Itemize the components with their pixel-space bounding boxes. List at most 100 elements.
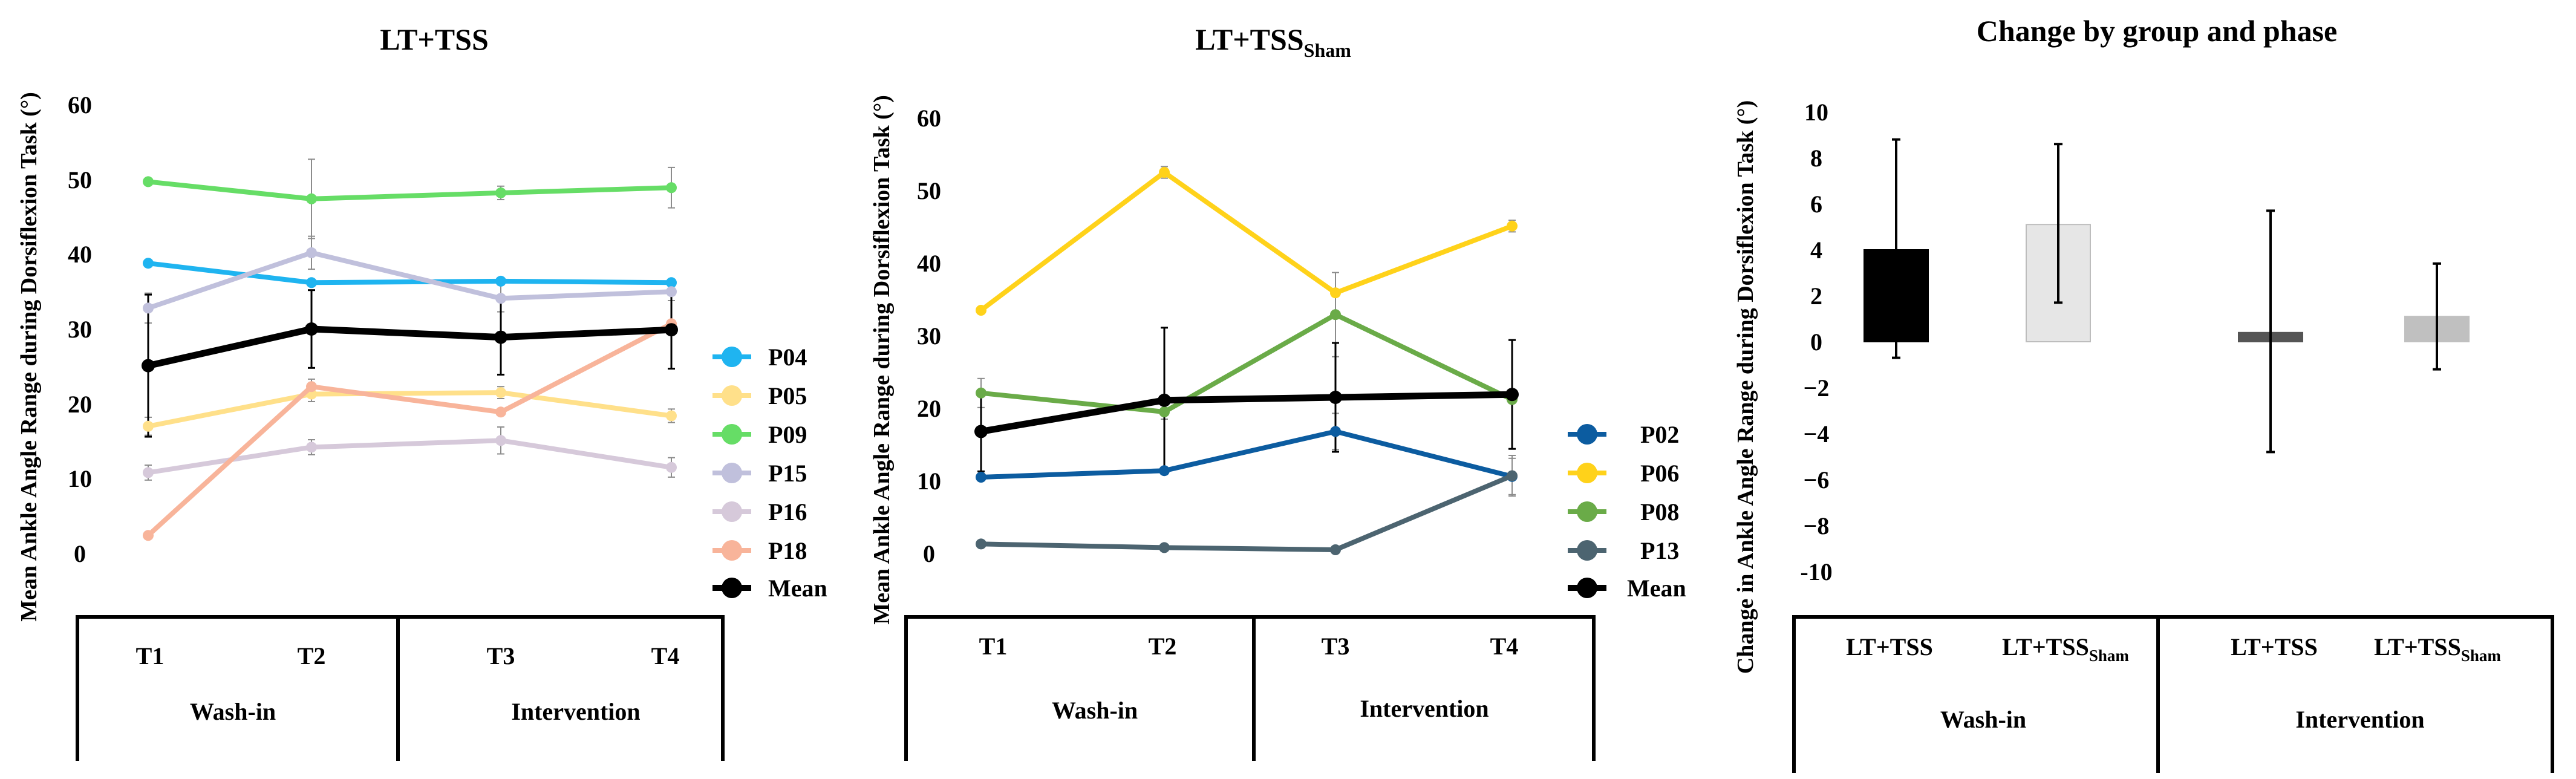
panel1-group-label: Intervention [511,698,640,725]
series-line-p06 [979,170,1513,313]
panel2-x-tick-label: T2 [1149,633,1177,660]
panel2-y-tick-label: 30 [917,322,941,350]
panel3-y-axis-label: Change in Ankle Angle Range during Dorsi… [1733,100,1758,674]
panel3-bars [1864,138,2470,454]
panel3-y-tick-label: 0 [1810,328,1822,356]
data-point-p02 [1159,465,1170,477]
data-point-p18 [143,530,154,541]
panel3-x-tick-sub: Sham [2461,647,2502,665]
legend-label-p02: P02 [1640,421,1679,448]
panel1-y-tick-label: 60 [68,91,92,119]
series-line-p09 [148,179,672,201]
data-point-p18 [495,406,506,418]
data-point-p16 [306,442,317,453]
panel2-y-tick-label: 0 [923,540,935,567]
data-point-p04 [143,258,154,269]
data-point-p15 [143,302,154,314]
legend-entry-p02: P02 [1568,421,1679,448]
panel3-x-tick-label: LT+TSSSham [2374,633,2501,665]
panel2-x-tick-label: T4 [1490,633,1519,660]
panel2-y-axis-label: Mean Ankle Angle Range during Dorsiflexi… [869,95,895,625]
data-point-p05 [495,387,506,399]
legend-entry-p16: P16 [712,498,807,526]
legend-entry-p04: P04 [712,344,807,371]
data-point-p08 [1330,309,1341,321]
panel1-y-tick-label: 20 [68,391,92,418]
panel3-y-tick-label: -10 [1800,558,1832,585]
panel3-x-tick-main: LT+TSS [1846,633,1933,660]
panel3-x-tick-main: LT+TSS [2002,633,2089,660]
panel1-x-tick-label: T4 [651,642,680,670]
data-point-p09 [666,182,677,194]
data-point-mean [1505,388,1519,402]
data-point-p06 [976,305,986,316]
legend-label-p13: P13 [1640,537,1679,564]
panel2-series-lines [974,167,1519,555]
panel3-x-tick-sub: Sham [2089,647,2130,665]
series-line-p15 [147,250,672,311]
series-line-p18 [146,321,673,538]
legend-label-mean2: Mean [1627,575,1686,602]
legend-label-p15: P15 [768,460,807,487]
series-line-p13 [980,473,1513,552]
data-point-p15 [666,286,677,298]
panel1-group-label: Wash-in [190,698,276,725]
panel3-y-tick-label: −2 [1804,374,1830,402]
data-point-p06 [1330,287,1341,299]
data-point-mean [665,323,678,337]
panel1-x-tick-label: T3 [487,642,515,670]
panel2-group-label: Intervention [1360,695,1489,722]
panel1-y-tick-label: 0 [74,540,86,567]
series-line-mean [980,391,1513,435]
panel2-y-tick-label: 20 [917,395,941,422]
panel3-x-tick-main: LT+TSS [2231,633,2318,660]
legend-label-p05: P05 [768,382,807,409]
data-point-p13 [1507,470,1518,481]
data-point-p13 [976,538,986,550]
panel-change-by-group: Change by group and phase Change in Ankl… [1733,14,2554,773]
panel2-group-label: Wash-in [1052,697,1138,724]
legend-entry-p06: P06 [1568,460,1679,487]
panel3-x-tick-label: LT+TSS [2231,633,2318,660]
panel2-y-tick-label: 50 [917,177,941,204]
panel3-y-tick-label: 8 [1810,145,1822,172]
legend-label-p09: P09 [768,421,807,448]
legend-entry-mean: Mean [712,575,827,602]
panel1-x-tick-label: T2 [298,642,326,670]
panel-lt-tss: LT+TSS Mean Ankle Angle Range during Dor… [16,22,827,761]
data-point-p04 [666,277,677,288]
legend-label-p16: P16 [768,498,807,526]
panel3-group-label: Wash-in [1940,706,2026,733]
panel1-title: LT+TSS [380,22,489,56]
panel2-y-tick-labels: 0 10 20 30 40 50 60 [917,105,941,567]
data-point-p13 [1330,544,1341,555]
data-point-p09 [495,187,506,198]
series-line-p04 [148,261,672,285]
panel3-y-tick-label: 4 [1810,236,1822,264]
panel2-y-tick-label: 10 [917,468,941,495]
panel3-y-tick-label: 2 [1810,282,1822,310]
data-point-p09 [143,176,154,187]
data-point-mean [974,425,988,438]
data-point-p05 [666,410,677,422]
panel1-category-box: T1 T2 T3 T4 Wash-in Intervention [76,615,725,761]
panel2-legend: P02 P06 P08 P13 Mean [1568,421,1686,602]
data-point-p08 [976,387,986,399]
panel1-y-tick-label: 50 [68,166,92,194]
panel3-y-tick-label: 6 [1810,191,1822,218]
panel1-y-tick-label: 10 [68,465,92,492]
panel3-y-tick-label: 10 [1804,99,1828,126]
data-point-mean [142,359,155,373]
legend-label-p18: P18 [768,537,807,564]
series-line-p02 [980,429,1513,480]
data-point-p15 [495,293,506,304]
series-line-mean [147,325,672,369]
panel3-group-label: Intervention [2295,706,2424,733]
legend-label-p04: P04 [768,344,807,371]
legend-entry-p13: P13 [1568,537,1679,564]
data-point-p15 [306,247,317,258]
data-point-p04 [495,275,506,287]
data-point-mean [1329,391,1342,404]
panel3-title: Change by group and phase [1977,14,2338,48]
legend-entry-mean2: Mean [1568,575,1686,602]
